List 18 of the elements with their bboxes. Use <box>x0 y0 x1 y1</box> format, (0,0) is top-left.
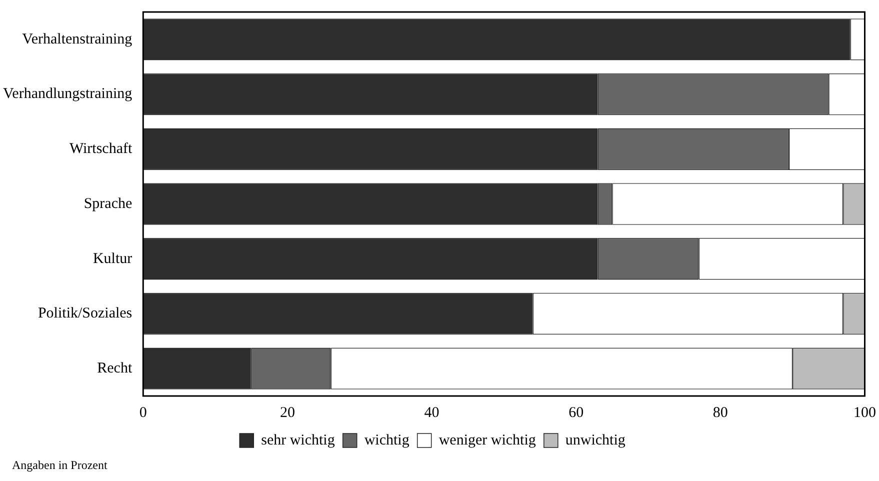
x-tick-label: 20 <box>280 404 295 421</box>
x-tick-label: 0 <box>139 404 147 421</box>
y-tick-label: Recht <box>97 360 133 377</box>
text: Angaben in Prozent <box>12 458 108 473</box>
x-tick-label: 60 <box>568 404 584 421</box>
x-tick-label: 80 <box>712 404 728 421</box>
y-tick-label: Verhandlungstraining <box>3 86 133 102</box>
y-tick-label: Kultur <box>92 250 132 267</box>
legend-label: unwichtig <box>565 432 626 448</box>
y-tick-label: Verhaltenstraining <box>22 31 133 48</box>
legend-label: weniger wichtig <box>438 432 536 448</box>
y-tick-label: Sprache <box>84 196 132 212</box>
legend-label: sehr wichtig <box>261 432 336 448</box>
legend-label: wichtig <box>364 432 410 448</box>
y-tick-label: Wirtschaft <box>69 141 133 158</box>
x-tick-label: 40 <box>424 404 440 421</box>
y-tick-label: Politik/Soziales <box>38 306 132 322</box>
x-tick-label: 100 <box>854 404 876 421</box>
